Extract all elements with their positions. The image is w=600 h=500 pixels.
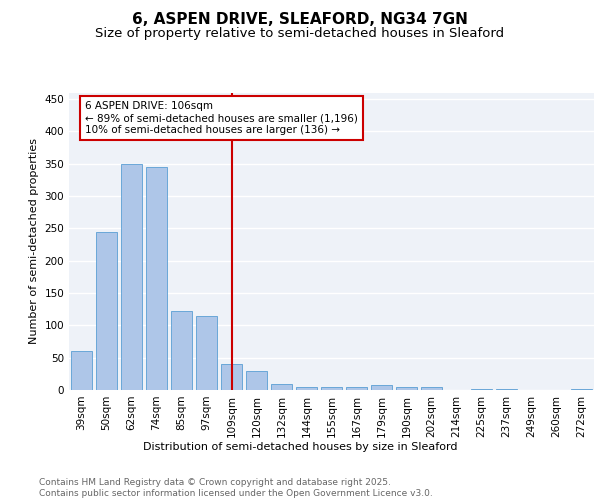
Text: Size of property relative to semi-detached houses in Sleaford: Size of property relative to semi-detach… bbox=[95, 28, 505, 40]
Y-axis label: Number of semi-detached properties: Number of semi-detached properties bbox=[29, 138, 39, 344]
Bar bbox=[396, 387, 417, 390]
Text: 6, ASPEN DRIVE, SLEAFORD, NG34 7GN: 6, ASPEN DRIVE, SLEAFORD, NG34 7GN bbox=[132, 12, 468, 28]
Bar bbox=[196, 316, 217, 390]
Bar bbox=[421, 388, 442, 390]
Bar bbox=[371, 386, 392, 390]
Bar bbox=[346, 387, 367, 390]
Bar bbox=[121, 164, 142, 390]
Bar bbox=[271, 384, 292, 390]
Text: Contains HM Land Registry data © Crown copyright and database right 2025.
Contai: Contains HM Land Registry data © Crown c… bbox=[39, 478, 433, 498]
Bar bbox=[171, 311, 192, 390]
Bar bbox=[146, 167, 167, 390]
Bar bbox=[96, 232, 117, 390]
Text: 6 ASPEN DRIVE: 106sqm
← 89% of semi-detached houses are smaller (1,196)
10% of s: 6 ASPEN DRIVE: 106sqm ← 89% of semi-deta… bbox=[85, 102, 358, 134]
Text: Distribution of semi-detached houses by size in Sleaford: Distribution of semi-detached houses by … bbox=[143, 442, 457, 452]
Bar bbox=[321, 388, 342, 390]
Bar bbox=[221, 364, 242, 390]
Bar bbox=[296, 387, 317, 390]
Bar bbox=[246, 370, 267, 390]
Bar bbox=[71, 351, 92, 390]
